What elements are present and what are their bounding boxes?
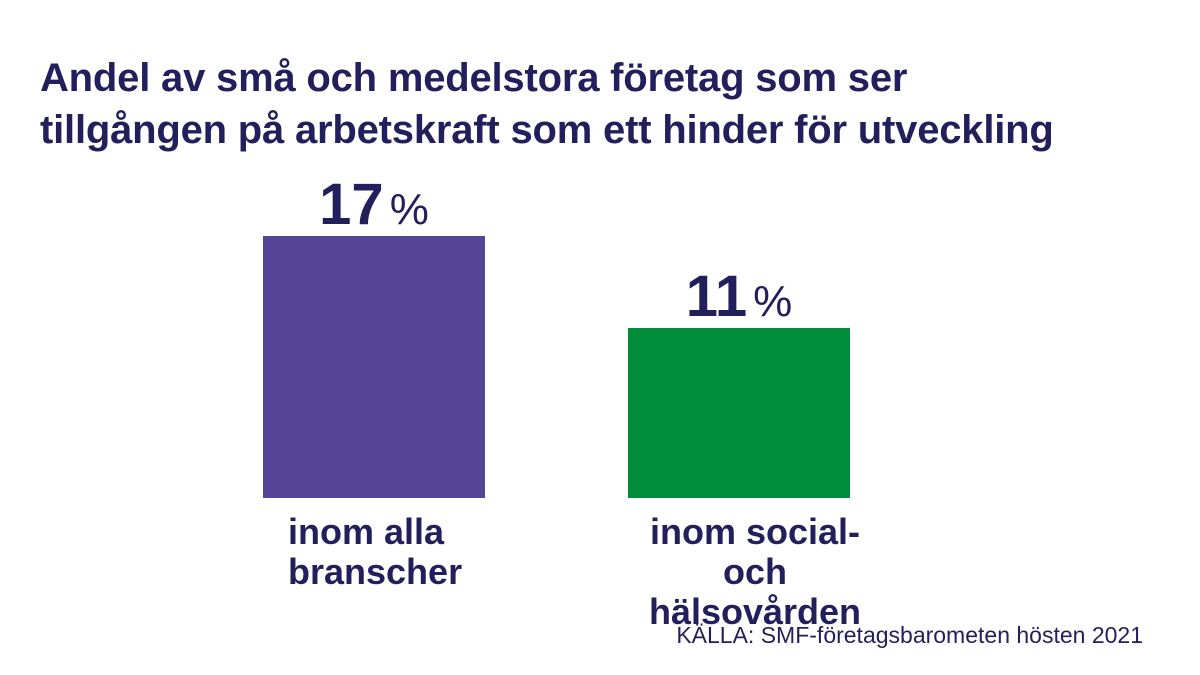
category-label-0-line-1: inom alla [288,511,445,552]
value-label-1: 11% [609,268,869,326]
percent-sign: % [753,277,793,327]
value-number: 17 [319,172,384,237]
percent-sign: % [389,185,429,234]
chart-title: Andel av små och medelstora företag som … [40,52,1054,156]
title-line-2: tillgången på arbetskraft som ett hinder… [40,108,1054,152]
value-label-0: 17% [244,176,504,234]
source-note: KÄLLA: SMF-företagsbarometen hösten 2021 [676,622,1143,648]
category-label-0: inom alla branscher [288,512,462,592]
category-label-1-line-2: och hälsovården [648,551,862,632]
bar-0 [263,236,485,498]
category-label-0-line-2: branscher [288,551,463,592]
category-label-1: inom social- och hälsovården [615,512,895,632]
category-label-1-line-1: inom social- [649,511,861,552]
bar-1 [628,328,850,498]
title-line-1: Andel av små och medelstora företag som … [40,56,908,100]
value-number: 11 [685,264,748,330]
